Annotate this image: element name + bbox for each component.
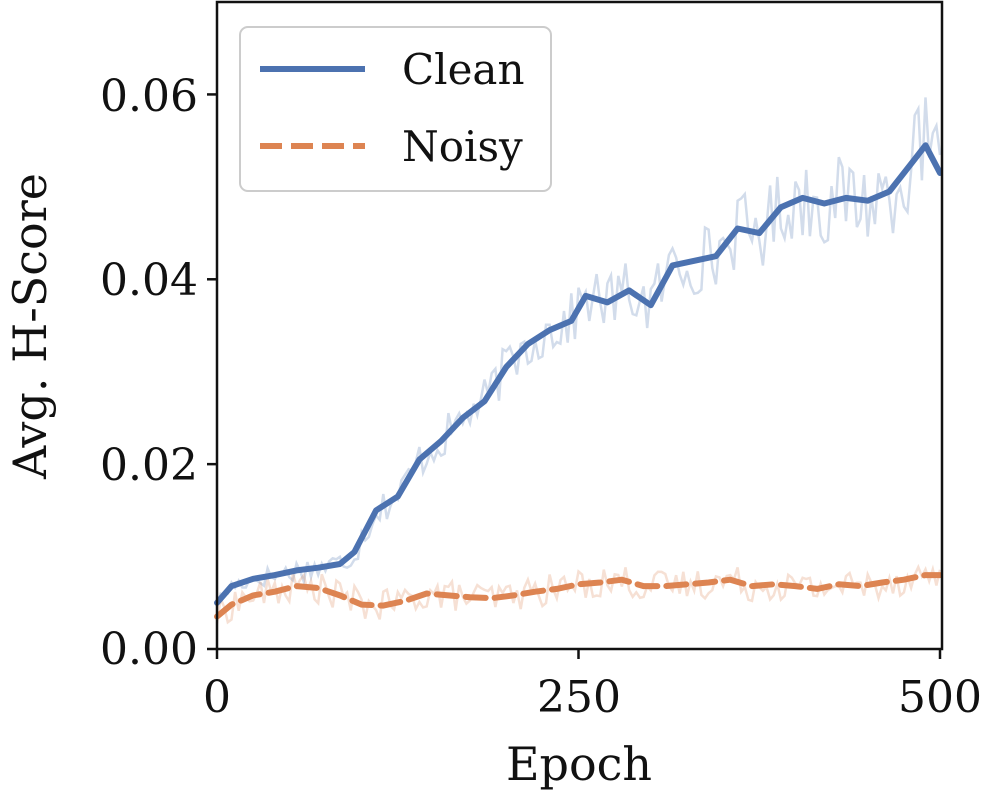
- x-tick-labels: 0 250 500: [203, 672, 982, 723]
- legend: Clean Noisy: [239, 26, 552, 192]
- series-lines: [214, 142, 943, 620]
- y-tick-label: 0.06: [100, 71, 198, 122]
- raw-trace-noisy: [215, 563, 942, 625]
- y-tick-labels: 0.00 0.02 0.04 0.06: [100, 71, 198, 675]
- y-tick-label: 0.00: [100, 624, 198, 675]
- x-tick-label: 0: [203, 672, 231, 723]
- x-tick-label: 250: [537, 672, 621, 723]
- y-axis-label: Avg. H-Score: [3, 173, 57, 480]
- axis-ticks: [207, 93, 942, 659]
- x-axis-label: Epoch: [506, 737, 652, 791]
- x-tick-label: 500: [898, 672, 982, 723]
- y-tick-label: 0.02: [100, 440, 198, 491]
- legend-noisy-label: Noisy: [402, 122, 523, 171]
- series-line-clean: [214, 142, 943, 606]
- series-line-noisy: [214, 572, 943, 620]
- legend-clean-label: Clean: [402, 45, 525, 94]
- raw-trace-clean: [215, 97, 942, 607]
- y-tick-label: 0.04: [100, 255, 198, 306]
